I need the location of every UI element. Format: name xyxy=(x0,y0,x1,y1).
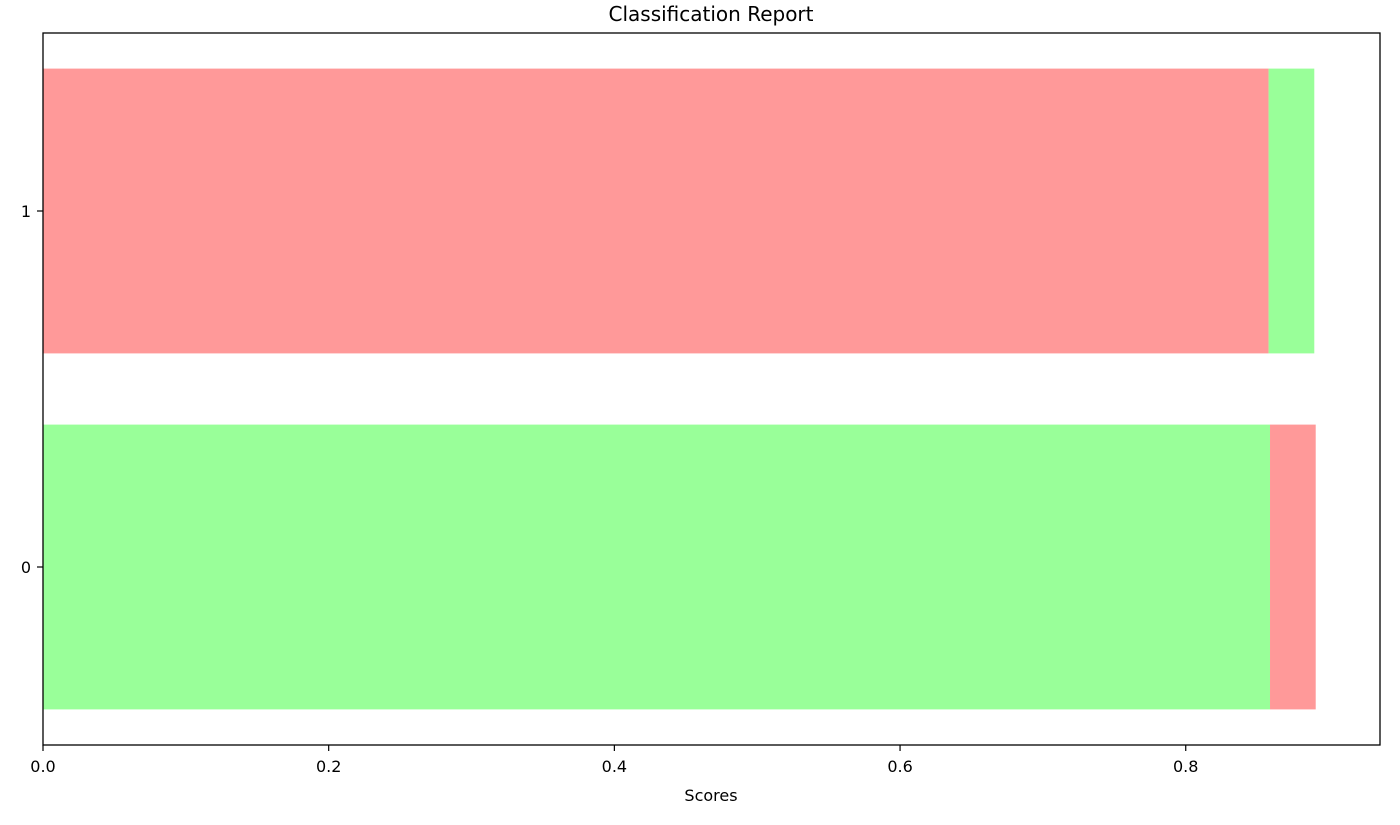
x-tick-label: 0.8 xyxy=(1173,757,1198,776)
x-tick-label: 0.2 xyxy=(316,757,341,776)
chart-title: Classification Report xyxy=(609,2,814,26)
y-tick-label-class-0: 0 xyxy=(21,558,31,577)
x-axis-title: Scores xyxy=(684,786,737,805)
bar-segment-class-1-part-2 xyxy=(1268,68,1315,354)
x-tick-label: 0.4 xyxy=(602,757,627,776)
bar-segment-class-0-part-1 xyxy=(43,424,1271,710)
bar-segment-class-0-part-2 xyxy=(1270,424,1316,710)
x-tick-label: 0.0 xyxy=(30,757,55,776)
ticks-layer: 0.0 0.2 0.4 0.6 0.8 0 1 xyxy=(21,202,1199,776)
y-tick-label-class-1: 1 xyxy=(21,202,31,221)
bars-layer xyxy=(43,68,1316,710)
plot-frame xyxy=(42,32,1381,746)
bar-segment-class-1-part-1 xyxy=(43,68,1269,354)
x-tick-label: 0.6 xyxy=(887,757,912,776)
